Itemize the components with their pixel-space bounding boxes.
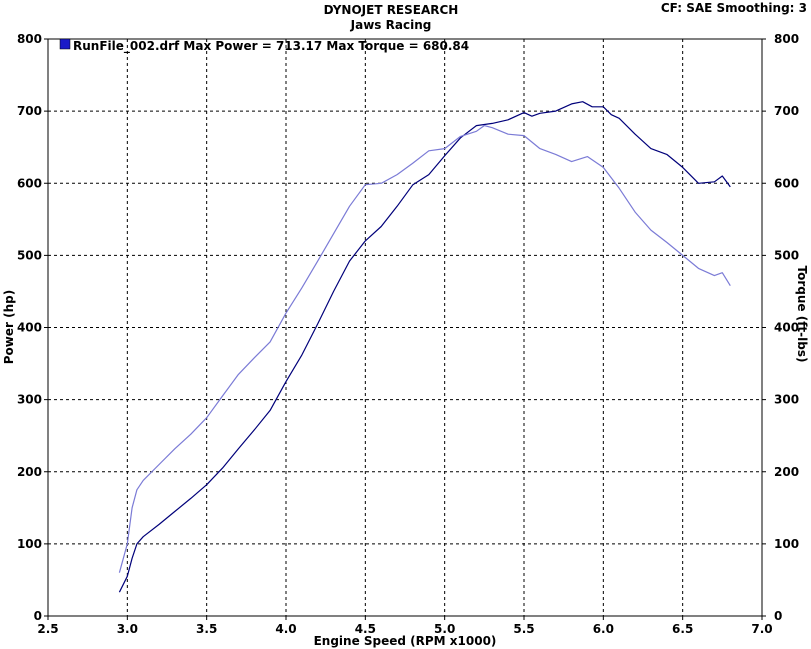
x-tick-label: 4.0 [275, 622, 296, 636]
legend-text: RunFile_002.drf Max Power = 713.17 Max T… [73, 39, 469, 54]
y-tick-label-right: 100 [774, 537, 799, 551]
x-tick-label: 3.0 [117, 622, 138, 636]
y-tick-label-left: 800 [17, 32, 42, 46]
x-tick-label: 5.0 [434, 622, 455, 636]
grid-lines [44, 38, 766, 620]
y-tick-label-left: 600 [17, 176, 42, 190]
y-tick-label-left: 500 [17, 248, 42, 262]
y-tick-label-left: 200 [17, 465, 42, 479]
y-tick-label-right: 0 [774, 609, 782, 623]
x-tick-label: 3.5 [196, 622, 217, 636]
x-tick-label: 6.5 [672, 622, 693, 636]
x-tick-label: 7.0 [751, 622, 772, 636]
y-tick-label-right: 700 [774, 104, 799, 118]
y-tick-label-left: 100 [17, 537, 42, 551]
y-tick-label-left: 0 [34, 609, 42, 623]
y-tick-label-left: 400 [17, 321, 42, 335]
y-axis-label-left: Power (hp) [2, 290, 16, 364]
legend-swatch [59, 38, 71, 50]
y-tick-label-right: 300 [774, 393, 799, 407]
y-tick-label-left: 700 [17, 104, 42, 118]
series-lines [118, 101, 731, 593]
y-tick-label-right: 400 [774, 321, 799, 335]
y-tick-label-right: 200 [774, 465, 799, 479]
x-tick-label: 4.5 [355, 622, 376, 636]
x-axis-label: Engine Speed (RPM x1000) [314, 634, 497, 648]
x-tick-label: 2.5 [37, 622, 58, 636]
chart-title: DYNOJET RESEARCH [324, 3, 459, 17]
correction-factor-label: CF: SAE Smoothing: 3 [661, 1, 807, 15]
torque-curve [118, 124, 731, 573]
y-tick-label-right: 600 [774, 176, 799, 190]
power-curve [118, 101, 731, 593]
y-axis-label-right: Torque (ft-lbs) [795, 266, 809, 363]
y-tick-label-left: 300 [17, 393, 42, 407]
y-tick-label-right: 800 [774, 32, 799, 46]
x-tick-label: 6.0 [593, 622, 614, 636]
chart-subtitle: Jaws Racing [350, 18, 432, 32]
x-tick-label: 5.5 [513, 622, 534, 636]
y-tick-label-right: 500 [774, 248, 799, 262]
